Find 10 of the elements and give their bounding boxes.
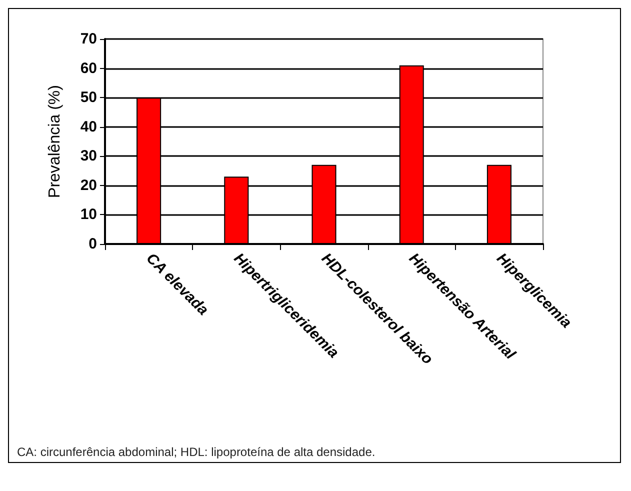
y-tick-label: 0	[88, 236, 97, 252]
y-axis-title: Prevalência (%)	[46, 85, 64, 198]
y-tick-label: 30	[80, 148, 97, 165]
y-tick-label: 50	[80, 89, 97, 106]
y-tick-label: 10	[80, 206, 97, 224]
y-tick-label: 70	[80, 30, 97, 48]
y-tick-label: 20	[80, 176, 97, 194]
y-tick-label: 40	[80, 118, 97, 136]
text: CA: circunferência abdominal; HDL: lipoproteína de alta densidade.	[17, 445, 376, 459]
y-tick-label: 60	[80, 60, 97, 77]
